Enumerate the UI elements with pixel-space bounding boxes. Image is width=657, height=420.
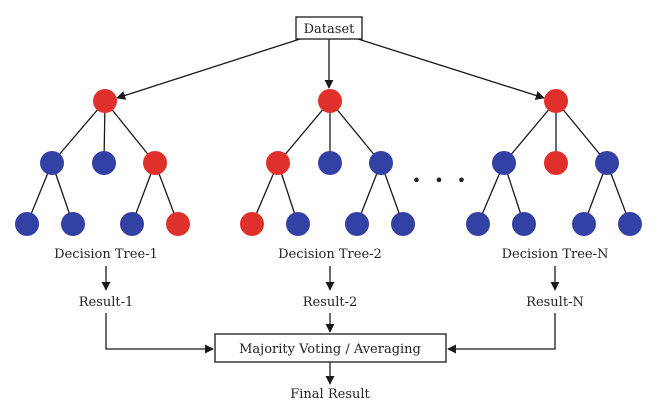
leaf-node [286, 212, 310, 236]
internal-node [40, 151, 64, 175]
result-n-to-aggregator-arrow [447, 313, 556, 354]
ellipsis-dots: • • • [412, 171, 470, 190]
decision-tree-n [466, 89, 642, 236]
internal-node [369, 151, 393, 175]
leaf-node [572, 212, 596, 236]
tree-edge [104, 100, 156, 164]
tree-edge [277, 100, 331, 164]
decision-tree-1 [15, 89, 190, 236]
tree-2-label: Decision Tree-2 [278, 247, 382, 262]
result-n-label: Result-N [526, 295, 584, 310]
internal-node [595, 151, 619, 175]
dataset-label: Dataset [304, 22, 356, 37]
leaf-node [120, 212, 144, 236]
root-node [318, 89, 342, 113]
leaf-node [618, 212, 642, 236]
result-2-label: Result-2 [303, 295, 358, 310]
leaf-node [240, 212, 264, 236]
decision-tree-2 [240, 89, 415, 236]
tree-edge [329, 100, 382, 164]
internal-node [544, 151, 568, 175]
tree-n-label: Decision Tree-N [502, 247, 609, 262]
leaf-node [466, 212, 490, 236]
internal-node [318, 151, 342, 175]
leaf-node [345, 212, 369, 236]
dataset-to-tree-1-arrow [116, 38, 301, 100]
internal-node [143, 151, 167, 175]
final-result-label: Final Result [290, 387, 370, 402]
leaf-node [166, 212, 190, 236]
tree-edge [555, 100, 608, 164]
tree-edge [503, 100, 557, 164]
dataset-node: Dataset [295, 16, 363, 40]
leaf-node [391, 212, 415, 236]
internal-node [492, 151, 516, 175]
root-node [93, 89, 117, 113]
tree-edge [51, 100, 106, 164]
tree-1-label: Decision Tree-1 [54, 247, 158, 262]
leaf-node [61, 212, 85, 236]
result-1-label: Result-1 [79, 295, 134, 310]
internal-node [92, 151, 116, 175]
aggregator-box [214, 333, 447, 363]
root-node [544, 89, 568, 113]
leaf-node [15, 212, 39, 236]
aggregator-node: Majority Voting / Averaging [214, 333, 447, 363]
result-1-to-aggregator-arrow [105, 313, 214, 354]
aggregator-label: Majority Voting / Averaging [239, 342, 421, 357]
dataset-to-tree-n-arrow [357, 38, 545, 100]
leaf-node [512, 212, 536, 236]
internal-node [266, 151, 290, 175]
